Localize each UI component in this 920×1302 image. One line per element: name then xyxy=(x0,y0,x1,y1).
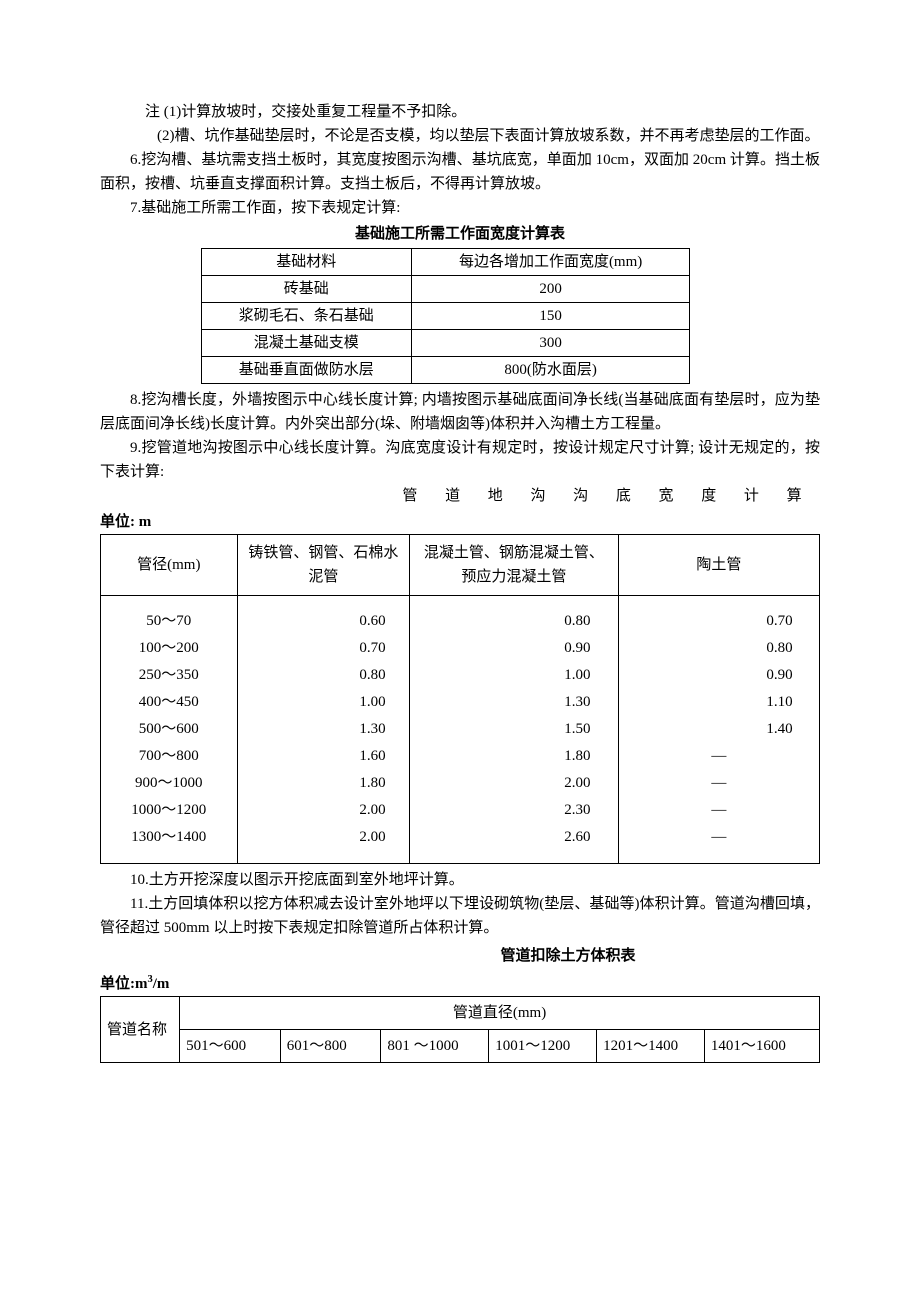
table-foundation-width: 基础材料 每边各增加工作面宽度(mm) 砖基础 200 浆砌毛石、条石基础 15… xyxy=(201,248,691,384)
note-1: 注 (1)计算放坡时，交接处重复工程量不予扣除。 xyxy=(100,100,820,124)
t3-col: 601～800 xyxy=(280,1030,381,1063)
table-trench-width: 管径(mm) 铸铁管、钢管、石棉水泥管 混凝土管、钢筋混凝土管、预应力混凝土管 … xyxy=(100,534,820,864)
para-9: 9.挖管道地沟按图示中心线长度计算。沟底宽度设计有规定时，按设计规定尺寸计算; … xyxy=(100,436,820,484)
t2-h3: 混凝土管、钢筋混凝土管、预应力混凝土管 xyxy=(410,535,619,596)
col-clay: 0.70 0.80 0.90 1.10 1.40 — — — — xyxy=(618,596,819,864)
para-10: 10.土方开挖深度以图示开挖底面到室外地坪计算。 xyxy=(100,868,820,892)
t1-h1: 基础材料 xyxy=(201,249,411,276)
t1-h2: 每边各增加工作面宽度(mm) xyxy=(411,249,690,276)
t3-col: 1401～1600 xyxy=(704,1030,819,1063)
unit-2: 单位:m3/m xyxy=(100,972,820,996)
table-row: 砖基础 200 xyxy=(201,276,690,303)
t3-col: 1201～1400 xyxy=(597,1030,705,1063)
table-row: 浆砌毛石、条石基础 150 xyxy=(201,303,690,330)
t3-rowhead: 管道名称 xyxy=(101,997,180,1063)
t3-col: 801 ～1000 xyxy=(381,1030,489,1063)
para-6: 6.挖沟槽、基坑需支挡土板时，其宽度按图示沟槽、基坑底宽，单面加 10cm，双面… xyxy=(100,148,820,196)
table-row: 基础垂直面做防水层 800(防水面层) xyxy=(201,357,690,384)
table1-title: 基础施工所需工作面宽度计算表 xyxy=(100,222,820,246)
unit-1: 单位: m xyxy=(100,510,820,534)
table-data-row: 50～70 100～200 250～350 400～450 500～600 70… xyxy=(101,596,820,864)
t3-tophead: 管道直径(mm) xyxy=(180,997,820,1030)
t2-h2: 铸铁管、钢管、石棉水泥管 xyxy=(237,535,410,596)
t3-col: 1001～1200 xyxy=(489,1030,597,1063)
table-row: 混凝土基础支模 300 xyxy=(201,330,690,357)
diameter-col: 50～70 100～200 250～350 400～450 500～600 70… xyxy=(101,596,238,864)
table3-title: 管道扣除土方体积表 xyxy=(100,944,820,968)
t2-h4: 陶土管 xyxy=(618,535,819,596)
para-8: 8.挖沟槽长度，外墙按图示中心线长度计算; 内墙按图示基础底面间净长线(当基础底… xyxy=(100,388,820,436)
t2-h1: 管径(mm) xyxy=(101,535,238,596)
para-7: 7.基础施工所需工作面，按下表规定计算: xyxy=(100,196,820,220)
table-pipe-volume: 管道名称 管道直径(mm) 501～600 601～800 801 ～1000 … xyxy=(100,996,820,1063)
table2-title: 管 道 地 沟 沟 底 宽 度 计 算 xyxy=(100,484,820,508)
col-iron: 0.60 0.70 0.80 1.00 1.30 1.60 1.80 2.00 … xyxy=(237,596,410,864)
note-2: (2)槽、坑作基础垫层时，不论是否支模，均以垫层下表面计算放坡系数，并不再考虑垫… xyxy=(100,124,820,148)
col-concrete: 0.80 0.90 1.00 1.30 1.50 1.80 2.00 2.30 … xyxy=(410,596,619,864)
para-11: 11.土方回填体积以挖方体积减去设计室外地坪以下埋设砌筑物(垫层、基础等)体积计… xyxy=(100,892,820,940)
t3-col: 501～600 xyxy=(180,1030,281,1063)
